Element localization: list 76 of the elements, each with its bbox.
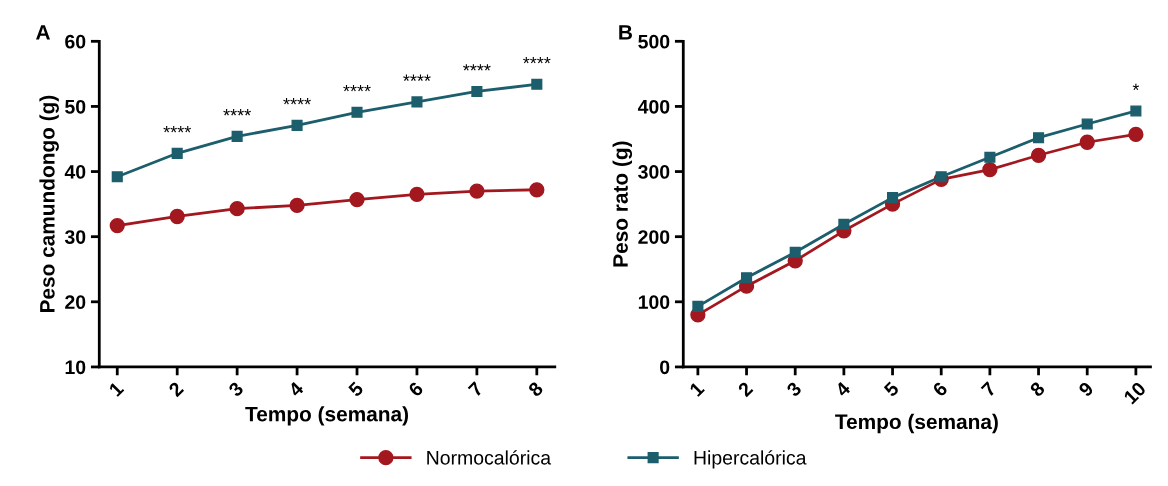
point (1032, 132, 1045, 144)
x-tick-label: 7 (467, 381, 484, 398)
legend-label: Hipercalórica (694, 450, 807, 469)
annotation: * (1132, 83, 1140, 91)
y-tick-label: 40 (64, 165, 86, 179)
point (109, 217, 125, 234)
x-axis-title: Tempo (semana) (835, 413, 998, 434)
x-tick-label: 9 (1077, 381, 1095, 398)
y-tick-label: 50 (65, 99, 86, 114)
x-tick-label: 4 (834, 380, 852, 398)
point (838, 218, 850, 230)
annotation: **** (403, 74, 431, 81)
y-tick-label: 30 (64, 230, 86, 244)
x-tick-label: 3 (227, 380, 245, 398)
annotation: **** (343, 85, 371, 92)
annotation: **** (223, 109, 251, 116)
x-tick-label: 2 (737, 381, 754, 398)
point (692, 300, 704, 312)
point (789, 246, 801, 258)
annotation: **** (283, 98, 311, 105)
y-tick-label: 20 (65, 295, 86, 310)
point (289, 197, 305, 214)
point (984, 151, 996, 163)
y-tick-label: 200 (638, 230, 670, 244)
point (471, 85, 483, 98)
x-tick-label: 8 (527, 380, 544, 398)
point (171, 147, 183, 159)
point (231, 130, 243, 142)
point (1128, 126, 1144, 143)
point (1130, 105, 1142, 117)
point (1030, 147, 1047, 163)
y-axis-title: Peso camundongo (g) (39, 95, 59, 313)
point (1081, 118, 1093, 130)
point (111, 171, 123, 183)
point (169, 208, 185, 225)
point (740, 272, 753, 284)
chart-title: B (619, 25, 632, 40)
annotation: **** (163, 126, 191, 133)
point (1079, 134, 1095, 150)
point (529, 182, 545, 198)
point (982, 161, 998, 178)
x-tick-label: 1 (108, 381, 125, 397)
x-tick-label: 8 (1029, 380, 1046, 398)
chart-title: A (36, 25, 50, 40)
point (291, 119, 303, 131)
x-tick-label: 7 (980, 381, 997, 398)
annotation: **** (523, 57, 551, 64)
y-tick-label: 60 (65, 34, 86, 49)
point (409, 186, 425, 202)
y-tick-label: 500 (638, 34, 670, 49)
point (886, 192, 899, 204)
y-tick-label: 300 (638, 165, 670, 179)
x-tick-label: 1 (689, 381, 705, 397)
x-tick-label: 6 (931, 380, 949, 398)
x-tick-label: 5 (883, 381, 900, 398)
point (469, 183, 485, 199)
point (229, 201, 245, 217)
point (411, 96, 423, 108)
point (349, 191, 365, 208)
x-tick-label: 3 (785, 380, 803, 398)
y-tick-label: 400 (637, 99, 670, 114)
legend-label: Normocalórica (427, 450, 552, 465)
x-tick-label: 6 (407, 380, 424, 398)
point (935, 171, 947, 183)
x-tick-label: 10 (1123, 381, 1147, 405)
y-tick-label: 100 (638, 295, 670, 310)
point (531, 78, 543, 90)
y-axis-title: Peso rato (g) (612, 141, 633, 267)
y-tick-label: 10 (65, 360, 86, 375)
y-tick-label: 0 (660, 360, 670, 375)
x-tick-label: 4 (287, 380, 305, 398)
x-tick-label: 2 (167, 381, 185, 398)
annotation: **** (463, 64, 491, 71)
point (351, 106, 363, 118)
x-tick-label: 5 (347, 381, 365, 398)
x-axis-title: Tempo (semana) (245, 406, 409, 426)
